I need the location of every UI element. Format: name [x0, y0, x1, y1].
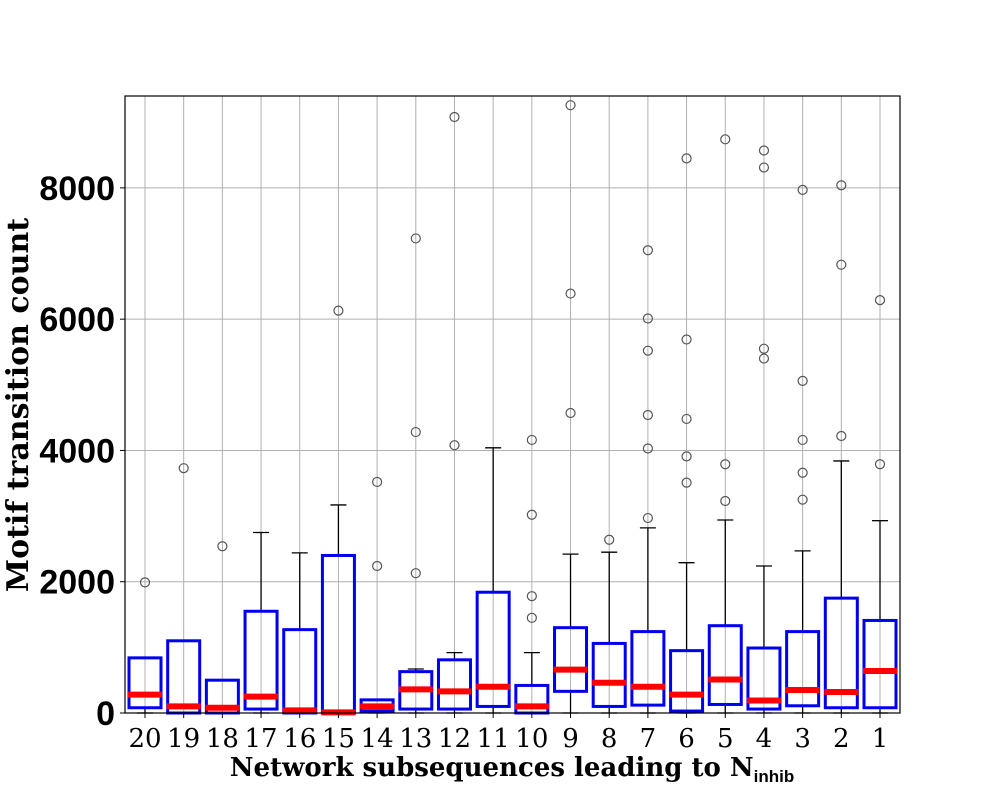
outlier-point [526, 509, 537, 520]
outlier-point [720, 495, 731, 507]
outlier-point [410, 426, 421, 438]
outlier-point [720, 459, 731, 470]
x-tick-label: 2 [833, 724, 850, 754]
box-iqr [785, 630, 821, 708]
x-tick-label: 19 [167, 724, 200, 754]
outlier-point [565, 288, 576, 299]
outlier-point [139, 577, 151, 588]
x-tick-label: 8 [601, 724, 618, 754]
x-tick-label: 1 [872, 724, 889, 754]
outlier-point [565, 100, 576, 111]
x-tick-label: 14 [361, 724, 394, 754]
x-tick-label: 17 [245, 724, 278, 754]
x-tick-label: 13 [399, 724, 432, 754]
outlier-point [642, 409, 653, 421]
plot-frame [124, 95, 901, 714]
outlier-point [217, 541, 228, 552]
outlier-point [681, 477, 692, 488]
outlier-point [449, 111, 460, 123]
outlier-point [178, 463, 189, 474]
y-tick-label: 8000 [39, 170, 115, 208]
outlier-point [797, 184, 808, 195]
y-tick-label: 6000 [39, 301, 115, 339]
box-iqr [553, 626, 589, 693]
x-tick-label: 4 [756, 724, 773, 754]
x-tick-label: 10 [515, 724, 548, 754]
outlier-point [681, 153, 692, 164]
box-iqr [591, 641, 627, 708]
outlier-point [333, 305, 344, 316]
outlier-point [410, 233, 421, 244]
outlier-point [874, 295, 886, 306]
outlier-point [449, 440, 460, 451]
x-tick-label: 6 [678, 724, 695, 754]
outlier-point [604, 534, 615, 545]
outlier-point [797, 375, 808, 386]
outlier-point [526, 612, 537, 623]
x-tick-label: 16 [283, 724, 316, 754]
x-axis-ticks: 20 19 18 17 16 15 14 13 12 11 10 9 8 7 6 5 4 3 2 1 [128, 713, 888, 754]
outlier-point [720, 134, 731, 145]
x-tick-label: 15 [322, 724, 355, 754]
box-iqr [630, 630, 666, 707]
outlier-point [758, 145, 770, 156]
x-tick-label: 5 [717, 724, 734, 754]
y-tick-label: 4000 [39, 432, 115, 470]
outlier-point [758, 353, 770, 364]
y-axis-ticks: 0 2000 4000 6000 8000 [39, 170, 125, 733]
box-series [127, 100, 898, 716]
x-axis-label-main: Network subsequences leading to N [230, 753, 754, 783]
box-iqr [823, 596, 859, 710]
outlier-point [874, 459, 886, 470]
outlier-point [836, 259, 847, 270]
outlier-point [565, 407, 576, 419]
outlier-point [681, 451, 692, 462]
outlier-point [836, 430, 847, 442]
outlier-point [642, 512, 653, 524]
box-iqr [436, 658, 472, 711]
x-tick-label: 11 [477, 724, 510, 754]
outlier-point [642, 313, 653, 324]
outlier-point [758, 162, 770, 173]
outlier-point [642, 345, 653, 356]
outlier-point [410, 568, 421, 579]
outlier-point [372, 560, 383, 572]
outlier-point [526, 434, 537, 446]
outlier-point [681, 334, 692, 345]
outlier-point [642, 245, 653, 256]
outlier-point [758, 343, 770, 354]
y-tick-label: 0 [96, 695, 115, 733]
x-tick-label: 12 [438, 724, 471, 754]
x-tick-label: 3 [794, 724, 811, 754]
x-tick-label: 20 [128, 724, 161, 754]
outlier-point [681, 413, 692, 425]
outlier-point [797, 434, 808, 446]
box-iqr [746, 646, 782, 711]
outlier-point [642, 443, 653, 454]
outlier-point [836, 180, 847, 191]
box-iqr [243, 609, 279, 711]
grid-lines [125, 96, 900, 713]
x-tick-label: 7 [640, 724, 657, 754]
x-tick-label: 9 [562, 724, 579, 754]
box-iqr [669, 649, 705, 713]
x-axis-label: Network subsequences leading to Ninhib [230, 753, 795, 786]
x-axis-label-subscript: inhib [754, 767, 795, 786]
box-iqr [707, 624, 743, 706]
outlier-point [526, 591, 537, 602]
y-tick-label: 2000 [39, 564, 115, 602]
box-iqr [475, 590, 511, 708]
y-axis-label: Motif transition count [1, 218, 36, 592]
x-tick-label: 18 [206, 724, 239, 754]
outlier-point [797, 467, 808, 478]
box-iqr [862, 618, 898, 710]
outlier-point [372, 476, 383, 488]
box-iqr [127, 656, 163, 710]
outlier-point [797, 494, 808, 505]
